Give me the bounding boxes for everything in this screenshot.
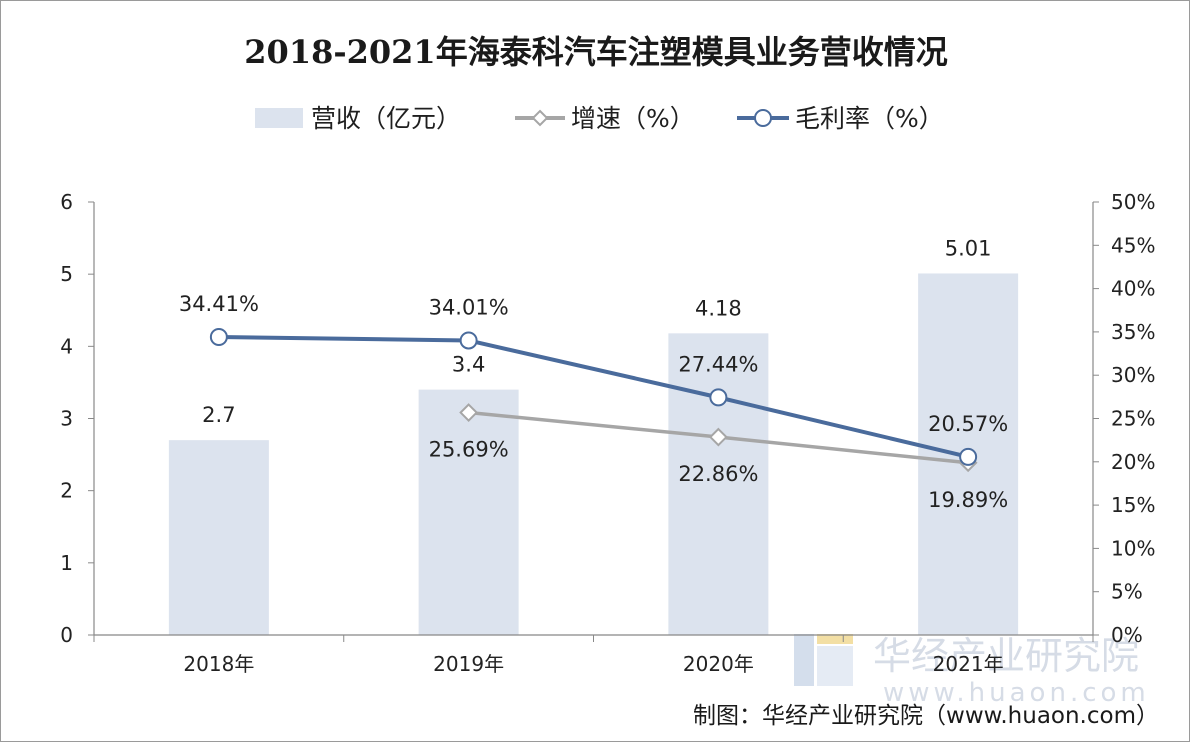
y-left-tick-label: 6 bbox=[60, 190, 73, 214]
legend-swatch-revenue bbox=[255, 108, 303, 128]
legend-label-gross-margin: 毛利率（%） bbox=[795, 104, 944, 133]
plot-area: 0 1 2 3 4 5 6 0% 5% 10% 15% 20% 25% 30% 35% 40% 45% 50% 20… bbox=[60, 190, 1155, 676]
bar-revenue-2019年 bbox=[418, 389, 519, 635]
y-right-tick-label: 25% bbox=[1111, 407, 1155, 431]
y-left-tick-label: 0 bbox=[60, 623, 73, 647]
legend-marker-growth bbox=[531, 109, 549, 127]
point-gross-margin bbox=[459, 331, 478, 350]
y-right-tick-label: 40% bbox=[1111, 277, 1155, 301]
watermark-name: 华经产业研究院 bbox=[873, 634, 1139, 678]
line-series bbox=[209, 328, 978, 473]
y-right-tick-label: 50% bbox=[1111, 190, 1155, 214]
y-right-tick-label: 20% bbox=[1111, 450, 1155, 474]
watermark-logo-accent bbox=[817, 634, 853, 644]
data-label-growth: 22.86% bbox=[678, 462, 758, 486]
y-left-tick-label: 2 bbox=[60, 479, 73, 503]
data-label-gross-margin: 27.44% bbox=[678, 352, 758, 376]
watermark-logo-left bbox=[794, 634, 814, 686]
y-right-tick-label: 45% bbox=[1111, 233, 1155, 257]
source-note: 制图：华经产业研究院（www.huaon.com） bbox=[693, 703, 1159, 729]
x-tick-label: 2018年 bbox=[183, 652, 254, 676]
watermark-url: www.huaon.com bbox=[883, 678, 1150, 708]
y-right-tick-label: 0% bbox=[1111, 623, 1143, 647]
point-growth bbox=[459, 403, 479, 422]
legend-label-revenue: 营收（亿元） bbox=[311, 104, 461, 133]
bar-revenue-2020年 bbox=[668, 333, 769, 635]
data-label-revenue: 4.18 bbox=[695, 296, 742, 320]
watermark: 华经产业研究院 www.huaon.com bbox=[794, 634, 1150, 708]
bar-revenue-2018年 bbox=[168, 440, 269, 635]
x-tick-label: 2020年 bbox=[683, 652, 754, 676]
y-left-tick-label: 1 bbox=[60, 551, 73, 575]
legend-item-growth: 增速（%） bbox=[515, 104, 695, 133]
bar-series-revenue bbox=[168, 273, 1019, 635]
y-left-tick-label: 5 bbox=[60, 262, 73, 286]
x-tick-label: 2021年 bbox=[933, 652, 1004, 676]
legend-marker-gross-margin bbox=[754, 109, 772, 127]
y-right-tick-label: 5% bbox=[1111, 580, 1143, 604]
y-right-tick-label: 15% bbox=[1111, 493, 1155, 517]
point-gross-margin bbox=[209, 328, 228, 347]
data-label-growth: 25.69% bbox=[429, 438, 509, 462]
x-tick-label: 2019年 bbox=[433, 652, 504, 676]
watermark-logo-right bbox=[817, 646, 853, 686]
data-label-gross-margin: 20.57% bbox=[928, 412, 1008, 436]
data-label-gross-margin: 34.41% bbox=[179, 292, 259, 316]
y-right-tick-label: 35% bbox=[1111, 320, 1155, 344]
data-label-revenue: 2.7 bbox=[202, 403, 235, 427]
point-gross-margin bbox=[959, 447, 978, 466]
data-label-gross-margin: 34.01% bbox=[429, 295, 509, 319]
legend-item-revenue: 营收（亿元） bbox=[255, 104, 461, 133]
y-right-tick-label: 30% bbox=[1111, 363, 1155, 387]
legend-label-growth: 增速（%） bbox=[571, 104, 695, 133]
point-growth bbox=[708, 427, 728, 447]
point-gross-margin bbox=[709, 388, 728, 407]
data-label-revenue: 3.4 bbox=[452, 353, 485, 377]
y-left-tick-label: 4 bbox=[60, 334, 73, 358]
line-gross-margin bbox=[218, 335, 969, 459]
y-right-tick-label: 10% bbox=[1111, 536, 1155, 560]
legend-item-gross-margin: 毛利率（%） bbox=[737, 104, 944, 133]
data-label-growth: 19.89% bbox=[928, 488, 1008, 512]
legend: 营收（亿元） 增速（%） 毛利率（%） bbox=[255, 104, 944, 133]
chart-title: 2018-2021年海泰科汽车注塑模具业务营收情况 bbox=[244, 33, 947, 71]
axes: 0 1 2 3 4 5 6 0% 5% 10% 15% 20% 25% 30% 35% 40% 45% 50% 20… bbox=[60, 190, 1155, 676]
data-label-revenue: 5.01 bbox=[945, 236, 992, 260]
data-labels: 2.7 3.4 4.18 5.01 34.41% 34.01% 27.44% 20.57% 25… bbox=[179, 236, 1008, 511]
y-left-tick-label: 3 bbox=[60, 407, 73, 431]
